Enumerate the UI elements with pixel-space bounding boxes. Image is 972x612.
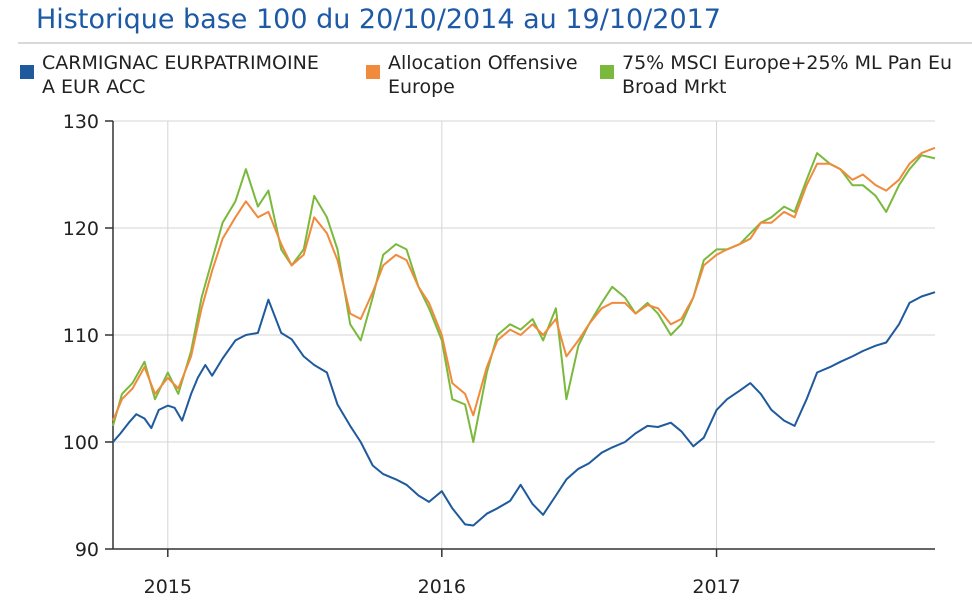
legend-label-allocation: Allocation Offensive Europe xyxy=(388,52,578,98)
series-line-carmignac xyxy=(112,291,936,527)
chart-legend: CARMIGNAC EURPATRIMOINE A EUR ACC Alloca… xyxy=(0,51,972,103)
legend-label-carmignac: CARMIGNAC EURPATRIMOINE A EUR ACC xyxy=(42,52,319,98)
y-tick-label-100: 100 xyxy=(63,432,99,454)
series-line-allocation xyxy=(112,146,936,421)
x-tick-label-2016: 2016 xyxy=(418,576,466,598)
chart-title: Historique base 100 du 20/10/2014 au 19/… xyxy=(36,4,721,35)
legend-label-benchmark: 75% MSCI Europe+25% ML Pan Eu Broad Mrkt xyxy=(622,52,953,98)
series-line-benchmark xyxy=(112,152,936,443)
y-tick-label-110: 110 xyxy=(63,325,99,347)
y-tick-label-90: 90 xyxy=(75,539,99,561)
title-divider xyxy=(18,42,972,44)
legend-swatch-carmignac xyxy=(20,65,34,79)
y-tick-label-130: 130 xyxy=(63,111,99,133)
x-tick-label-2017: 2017 xyxy=(692,576,740,598)
x-tick-label-2015: 2015 xyxy=(144,576,192,598)
legend-swatch-allocation xyxy=(366,65,380,79)
y-tick-label-120: 120 xyxy=(63,218,99,240)
legend-swatch-benchmark xyxy=(600,65,614,79)
